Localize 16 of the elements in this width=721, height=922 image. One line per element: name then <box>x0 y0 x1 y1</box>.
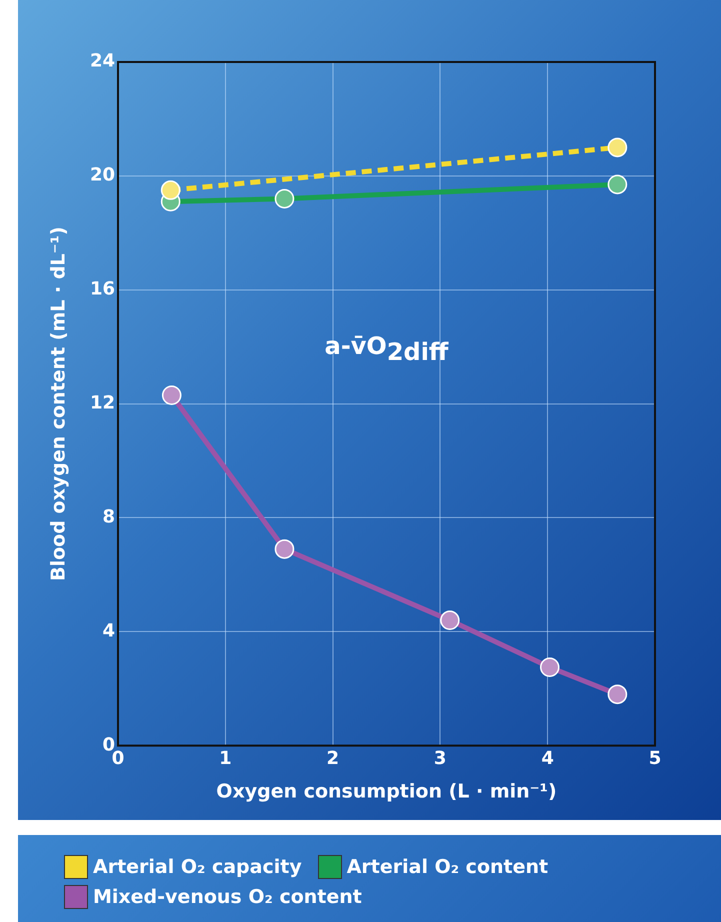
x-tick-label: 2 <box>326 748 340 770</box>
y-tick-label: 24 <box>90 50 115 72</box>
x-tick-label: 3 <box>434 748 446 770</box>
legend-label: Mixed-venous O₂ content <box>93 886 362 908</box>
legend-label: Arterial O₂ capacity <box>93 856 302 878</box>
legend-label: Arterial O₂ content <box>346 856 548 878</box>
x-tick-label: 4 <box>541 748 554 770</box>
x-tick-label: 1 <box>219 748 232 770</box>
y-tick-label: 4 <box>102 620 115 642</box>
x-axis-title: Oxygen consumption (L · min⁻¹) <box>216 780 557 803</box>
y-axis-title: Blood oxygen content (mL · dL⁻¹) <box>47 226 70 582</box>
y-tick-label: 20 <box>90 164 115 186</box>
y-tick-label: 12 <box>90 392 115 414</box>
y-tick-label: 8 <box>102 506 115 528</box>
x-tick-label: 5 <box>648 748 662 770</box>
y-tick-label: 16 <box>90 278 115 300</box>
